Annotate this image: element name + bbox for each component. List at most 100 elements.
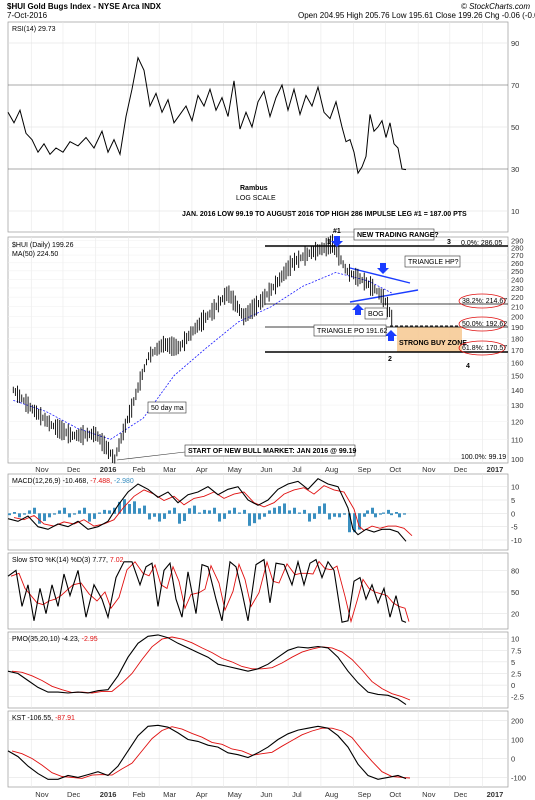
macd-hist-bar	[223, 513, 226, 519]
osc-tick-label: 80	[511, 566, 519, 575]
macd-hist-bar	[248, 513, 251, 526]
bottom-x-axis: Nov Dec 2016 Feb Mar Apr May Jun Jul Aug Sep Oct Nov…	[35, 790, 503, 799]
fib-50: 50.0%: 192.62	[462, 321, 507, 328]
macd-hist-bar	[108, 510, 111, 514]
svg-text:Slow STO %K(14) %D(3) 7.77, 7.: Slow STO %K(14) %D(3) 7.77, 7.02	[12, 557, 124, 564]
macd-hist-bar	[153, 513, 156, 517]
x-tick-label: 2016	[100, 790, 117, 799]
macd-panel: 10 5 0 -5 -10 MACD(12,26,9) -10.468, -7.488,…	[7, 473, 522, 551]
price-tick-label: 130	[511, 401, 524, 410]
symbol-title: $HUI Gold Bugs Index - NYSE Arca INDX	[7, 2, 162, 11]
bog-label: BOG	[368, 311, 384, 318]
macd-hist-bar	[268, 510, 271, 514]
macd-hist-bar	[78, 510, 81, 514]
macd-hist-bar	[103, 509, 106, 514]
kst-frame	[7, 710, 509, 788]
pmo-legend: PMO(35,20,10) -4.23,	[12, 636, 80, 643]
x-tick-label: Dec	[454, 465, 468, 474]
macd-hist-bar	[203, 509, 206, 514]
macd-hist-bar	[43, 513, 46, 522]
macd-hist-bar	[218, 513, 221, 522]
macd-hist-bar	[288, 510, 291, 514]
bull-market-pointer	[116, 451, 186, 461]
macd-hist-bar	[118, 501, 121, 514]
macd-histogram	[8, 499, 406, 533]
kst-signal-line	[11, 726, 411, 779]
triangle-lower-line	[349, 289, 419, 303]
x-tick-label: Oct	[389, 465, 402, 474]
triangle-upper-line	[349, 267, 411, 284]
x-tick-label: Sep	[358, 790, 371, 799]
macd-hist-bar	[358, 513, 361, 530]
macd-signal-legend: -7.488,	[90, 478, 112, 485]
macd-hist-bar	[379, 513, 382, 515]
svg-text:KST -106.55, -87.91: KST -106.55, -87.91	[12, 715, 75, 722]
ma-label-box	[147, 401, 187, 414]
osc-tick-label: 7.5	[511, 646, 521, 655]
macd-hist-bar	[398, 513, 401, 518]
x-tick-label: 2017	[487, 790, 504, 799]
macd-hist-bar	[303, 509, 306, 514]
macd-hist-bar	[283, 503, 286, 514]
macd-hist-bar	[338, 513, 341, 518]
rsi-legend: RSI(14) 29.73	[12, 26, 56, 33]
new-trading-range-box	[353, 228, 435, 241]
macd-legend: MACD(12,26,9) -10.468,	[12, 478, 88, 485]
strong-buy-zone	[397, 327, 462, 352]
price-tick-label: 190	[511, 323, 524, 332]
osc-tick-label: 0	[511, 754, 515, 763]
macd-hist-bar	[298, 512, 301, 514]
macd-hist-bar	[63, 507, 66, 514]
x-tick-label: Aug	[325, 790, 338, 799]
price-chart-title: JAN. 2016 LOW 99.19 TO AUGUST 2016 TOP H…	[182, 211, 467, 218]
macd-hist-bar	[38, 513, 41, 524]
osc-tick-label: 200	[511, 717, 524, 726]
price-tick-label: 160	[511, 358, 524, 367]
price-tick-label: 260	[511, 259, 524, 268]
x-tick-label: Jul	[292, 465, 302, 474]
x-tick-label: Dec	[67, 790, 81, 799]
x-tick-label: Jul	[292, 790, 302, 799]
top-arrow-icon	[331, 236, 343, 247]
macd-hist-bar	[68, 513, 71, 518]
macd-hist-bar	[73, 513, 76, 515]
price-x-axis: Nov Dec 2016 Feb Mar Apr May Jun Jul Aug Sep Oct Nov…	[35, 465, 503, 474]
pmo-line	[7, 634, 407, 706]
macd-hist-bar	[163, 513, 166, 519]
x-tick-label: 2016	[100, 465, 117, 474]
macd-hist-bar	[198, 512, 201, 514]
price-tick-label: 230	[511, 284, 524, 293]
osc-tick-label: 2.5	[511, 669, 521, 678]
macd-hist-bar	[173, 507, 176, 514]
price-tick-label: 290	[511, 236, 524, 245]
new-trading-range-label: NEW TRADING RANGE?	[357, 232, 439, 239]
macd-hist-bar	[323, 503, 326, 514]
macd-hist-bar	[258, 513, 261, 520]
fib-0: 0.0%: 286.05	[461, 240, 502, 247]
macd-hist-bar	[343, 513, 346, 515]
fib-38-circle	[458, 293, 506, 309]
macd-hist-bar	[188, 508, 191, 514]
osc-tick-label: -100	[511, 773, 526, 782]
rsi-line	[7, 56, 407, 175]
log-scale-note: LOG SCALE	[236, 195, 276, 202]
x-tick-label: 2017	[487, 465, 504, 474]
kst-signal-legend: -87.91	[55, 715, 75, 722]
po-arrow-icon	[385, 330, 397, 341]
x-tick-label: Nov	[422, 465, 436, 474]
triangle-po-box	[313, 324, 387, 337]
sto-d-line	[10, 560, 410, 624]
x-tick-label: Nov	[422, 790, 436, 799]
price-tick-label: 180	[511, 334, 524, 343]
price-tick-label: 200	[511, 313, 524, 322]
macd-hist-bar	[133, 501, 136, 514]
macd-hist-bar	[143, 505, 146, 514]
osc-tick-label: 0	[511, 509, 515, 518]
macd-hist-bar	[128, 504, 131, 514]
sto-panel: 80 50 20 Slow STO %K(14) %D(3) 7.77, 7.02	[7, 552, 519, 630]
osc-tick-label: 0	[511, 681, 515, 690]
macd-hist-bar	[366, 510, 369, 514]
price-bars	[12, 234, 393, 464]
x-tick-label: Oct	[389, 790, 402, 799]
